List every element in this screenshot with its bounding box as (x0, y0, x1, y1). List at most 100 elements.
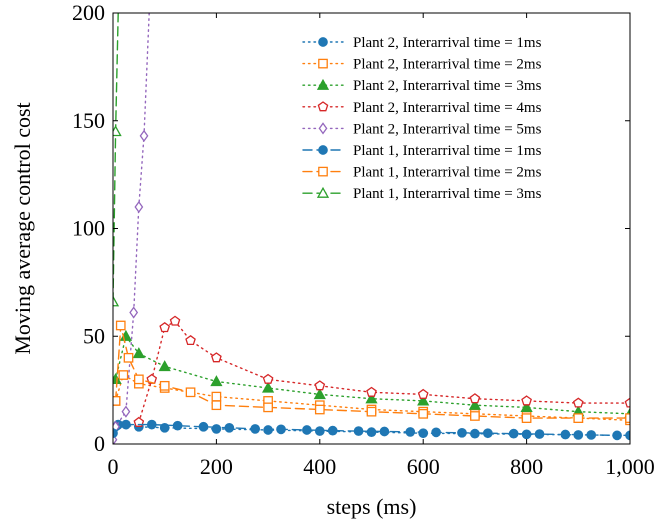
x-axis-label: steps (ms) (327, 494, 417, 519)
ticks-layer: 0 200 400 600 800 1,000 0 50 100 150 200 (72, 0, 655, 479)
data-point (146, 419, 157, 430)
data-point (366, 386, 377, 397)
series-layer (113, 13, 630, 444)
data-point (573, 413, 584, 423)
legend-label: Plant 1, Interarrival time = 2ms (353, 165, 542, 181)
legend-marker (318, 145, 328, 155)
y-tick-label: 100 (72, 216, 105, 241)
data-point (185, 387, 196, 398)
x-tick-label: 400 (303, 454, 336, 479)
legend-item: Plant 2, Interarrival time = 3ms (302, 78, 542, 94)
legend-box (293, 30, 611, 213)
data-point (521, 395, 532, 406)
data-point (169, 315, 181, 326)
legend-marker (316, 186, 330, 198)
data-point (314, 380, 326, 391)
series-line (113, 13, 122, 303)
data-point (211, 391, 222, 402)
legend-item: Plant 2, Interarrival time = 1ms (302, 35, 542, 51)
data-point (534, 429, 545, 439)
data-point (250, 424, 261, 434)
data-point (520, 401, 533, 413)
legend-item: Plant 1, Interarrival time = 1ms (302, 143, 542, 159)
data-point (366, 406, 377, 417)
data-point (211, 424, 222, 434)
data-point (132, 347, 145, 359)
data-point (379, 426, 390, 437)
y-tick-label: 200 (72, 0, 105, 25)
data-point (159, 322, 171, 333)
y-tick-label: 0 (94, 431, 105, 456)
series-line (117, 423, 630, 437)
data-point (417, 388, 429, 399)
x-tick-label: 0 (108, 454, 119, 479)
data-point (134, 200, 144, 214)
data-point (159, 380, 170, 391)
legend-marker (317, 101, 329, 112)
data-point (572, 397, 584, 408)
data-point (113, 125, 122, 137)
data-point (470, 411, 480, 421)
data-point (172, 420, 183, 431)
legend: Plant 2, Interarrival time = 1ms Plant 2,… (293, 30, 611, 213)
data-point (210, 375, 223, 387)
data-point (224, 422, 235, 433)
data-point (508, 428, 519, 439)
data-point (314, 426, 325, 436)
data-point (211, 352, 222, 363)
series-line (113, 13, 150, 441)
data-point (313, 388, 326, 400)
legend-item: Plant 2, Interarrival time = 5ms (302, 121, 542, 137)
legend-label: Plant 2, Interarrival time = 1ms (353, 35, 542, 51)
series-line (113, 423, 618, 437)
data-point (431, 427, 441, 438)
data-point (302, 425, 312, 435)
data-point (612, 430, 622, 441)
data-point (468, 398, 482, 410)
series-6 (113, 419, 622, 441)
data-point (482, 428, 493, 439)
data-point (123, 352, 134, 363)
x-tick-label: 200 (200, 454, 233, 479)
data-point (457, 427, 467, 438)
x-tick-label: 600 (407, 454, 440, 479)
legend-item: Plant 1, Interarrival time = 3ms (302, 186, 542, 202)
data-point (405, 427, 416, 437)
data-point (121, 419, 131, 430)
series-4 (133, 315, 630, 427)
data-point (129, 306, 139, 319)
series-7 (113, 320, 630, 423)
data-point (262, 373, 274, 384)
x-tick-label: 1,000 (605, 454, 655, 479)
data-point (353, 426, 364, 436)
data-point (263, 402, 273, 413)
data-point (113, 396, 121, 406)
legend-label: Plant 2, Interarrival time = 4ms (353, 100, 542, 116)
legend-item: Plant 2, Interarrival time = 2ms (302, 57, 542, 73)
legend-marker (318, 122, 328, 135)
legend-marker (318, 58, 328, 69)
data-point (113, 295, 120, 307)
data-point (365, 392, 378, 404)
legend-label: Plant 1, Interarrival time = 3ms (353, 186, 542, 202)
data-point (366, 427, 377, 437)
legend-label: Plant 1, Interarrival time = 1ms (353, 143, 542, 159)
data-point (139, 129, 149, 142)
y-axis-label: Moving average control cost (10, 102, 35, 354)
data-point (158, 360, 171, 372)
data-point (263, 425, 273, 435)
data-point (185, 334, 196, 346)
data-point (261, 381, 275, 393)
data-point (276, 424, 286, 435)
data-point (118, 370, 129, 380)
data-point (314, 404, 325, 415)
data-point (469, 393, 481, 404)
legend-label: Plant 2, Interarrival time = 2ms (353, 57, 542, 73)
data-point (133, 374, 144, 385)
data-point (198, 421, 209, 432)
data-point (560, 429, 571, 440)
data-point (418, 428, 429, 439)
data-point (119, 329, 133, 341)
data-point (211, 400, 222, 411)
